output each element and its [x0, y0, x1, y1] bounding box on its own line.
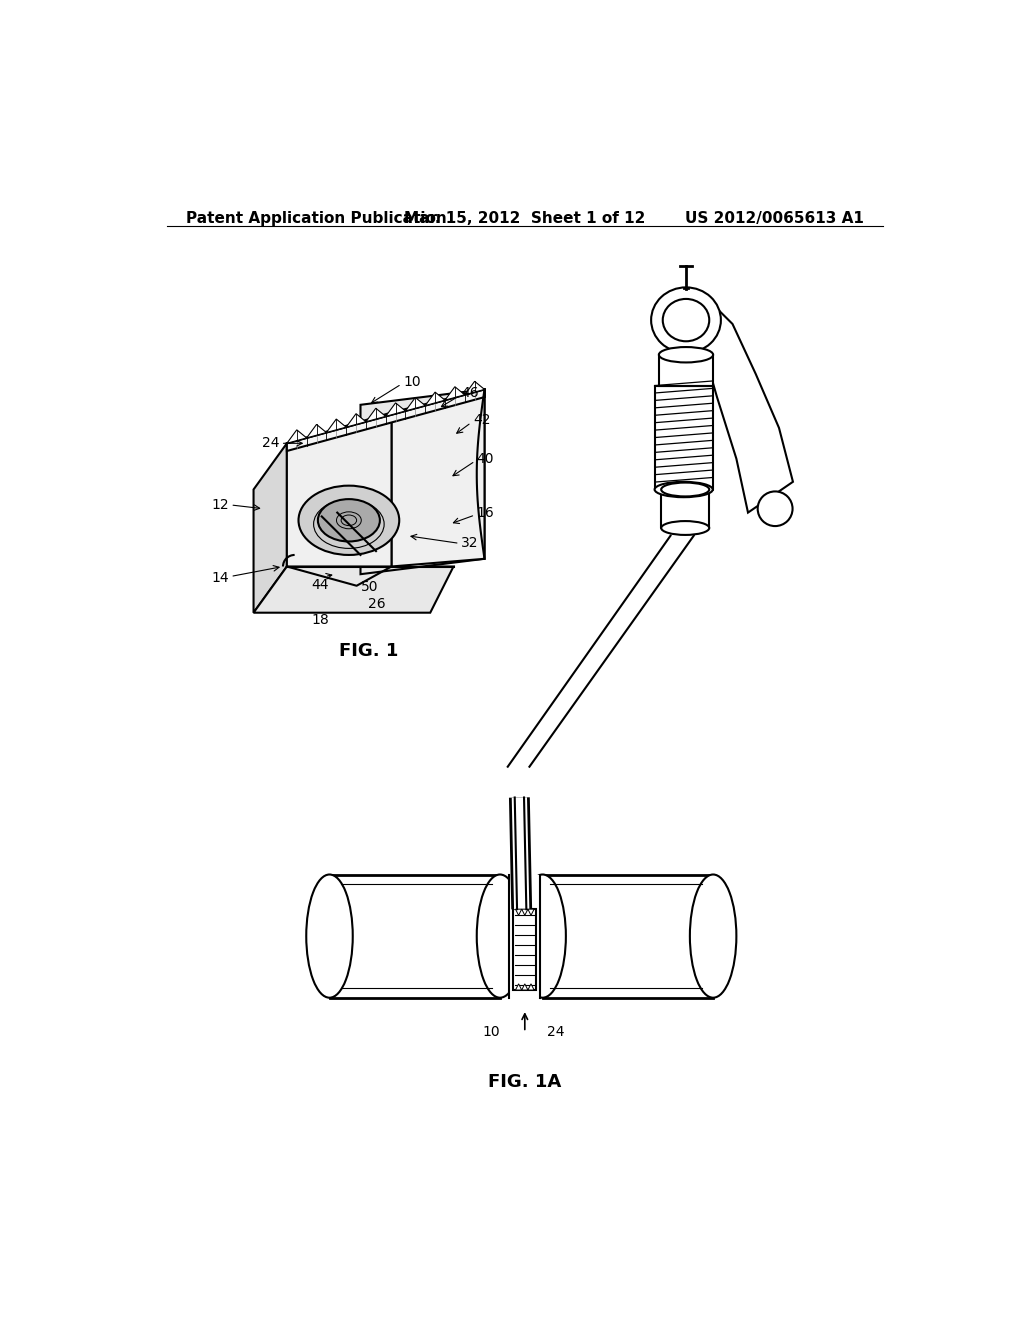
Polygon shape: [515, 983, 521, 990]
Polygon shape: [425, 392, 445, 405]
Polygon shape: [445, 387, 465, 400]
Text: 14: 14: [211, 572, 228, 585]
Text: 44: 44: [311, 578, 329, 593]
Polygon shape: [678, 293, 793, 512]
Ellipse shape: [654, 482, 713, 498]
Ellipse shape: [662, 483, 710, 496]
Ellipse shape: [306, 874, 352, 998]
Polygon shape: [254, 566, 454, 612]
Text: 12: 12: [211, 498, 228, 512]
Text: 50: 50: [360, 581, 378, 594]
Polygon shape: [306, 425, 327, 438]
Text: FIG. 1: FIG. 1: [339, 643, 398, 660]
Polygon shape: [513, 909, 537, 990]
Text: Patent Application Publication: Patent Application Publication: [186, 211, 446, 226]
Text: 24: 24: [547, 1024, 564, 1039]
Ellipse shape: [299, 486, 399, 554]
Ellipse shape: [758, 491, 793, 527]
Text: FIG. 1A: FIG. 1A: [488, 1073, 561, 1092]
Ellipse shape: [477, 874, 523, 998]
Polygon shape: [658, 355, 713, 385]
Polygon shape: [287, 412, 391, 566]
Polygon shape: [327, 418, 346, 433]
Text: US 2012/0065613 A1: US 2012/0065613 A1: [685, 211, 864, 226]
Text: 18: 18: [311, 612, 329, 627]
Polygon shape: [386, 403, 406, 416]
Polygon shape: [521, 909, 528, 915]
Text: 10: 10: [482, 1024, 500, 1039]
Ellipse shape: [519, 874, 566, 998]
Polygon shape: [391, 389, 484, 566]
Ellipse shape: [658, 347, 713, 363]
Ellipse shape: [662, 521, 710, 535]
Polygon shape: [287, 389, 484, 451]
Polygon shape: [287, 430, 306, 444]
Polygon shape: [406, 397, 425, 411]
Text: 32: 32: [461, 536, 479, 550]
Polygon shape: [521, 983, 528, 990]
Polygon shape: [360, 389, 484, 574]
Polygon shape: [346, 413, 366, 428]
Polygon shape: [515, 909, 521, 915]
Polygon shape: [254, 444, 287, 612]
Ellipse shape: [651, 288, 721, 352]
Polygon shape: [465, 381, 484, 395]
Text: 26: 26: [369, 597, 386, 611]
Ellipse shape: [663, 298, 710, 342]
Text: 42: 42: [473, 413, 490, 428]
Ellipse shape: [690, 874, 736, 998]
Text: 10: 10: [403, 375, 421, 388]
Text: 24: 24: [261, 437, 280, 450]
Ellipse shape: [317, 499, 380, 541]
Text: 46: 46: [461, 387, 479, 400]
Polygon shape: [366, 408, 386, 422]
Text: Mar. 15, 2012  Sheet 1 of 12: Mar. 15, 2012 Sheet 1 of 12: [404, 211, 645, 226]
Polygon shape: [330, 874, 500, 998]
Polygon shape: [528, 983, 535, 990]
Text: 16: 16: [477, 506, 495, 520]
Polygon shape: [528, 909, 535, 915]
Polygon shape: [508, 536, 693, 767]
Polygon shape: [543, 874, 713, 998]
Polygon shape: [509, 874, 541, 998]
Text: 40: 40: [477, 451, 495, 466]
